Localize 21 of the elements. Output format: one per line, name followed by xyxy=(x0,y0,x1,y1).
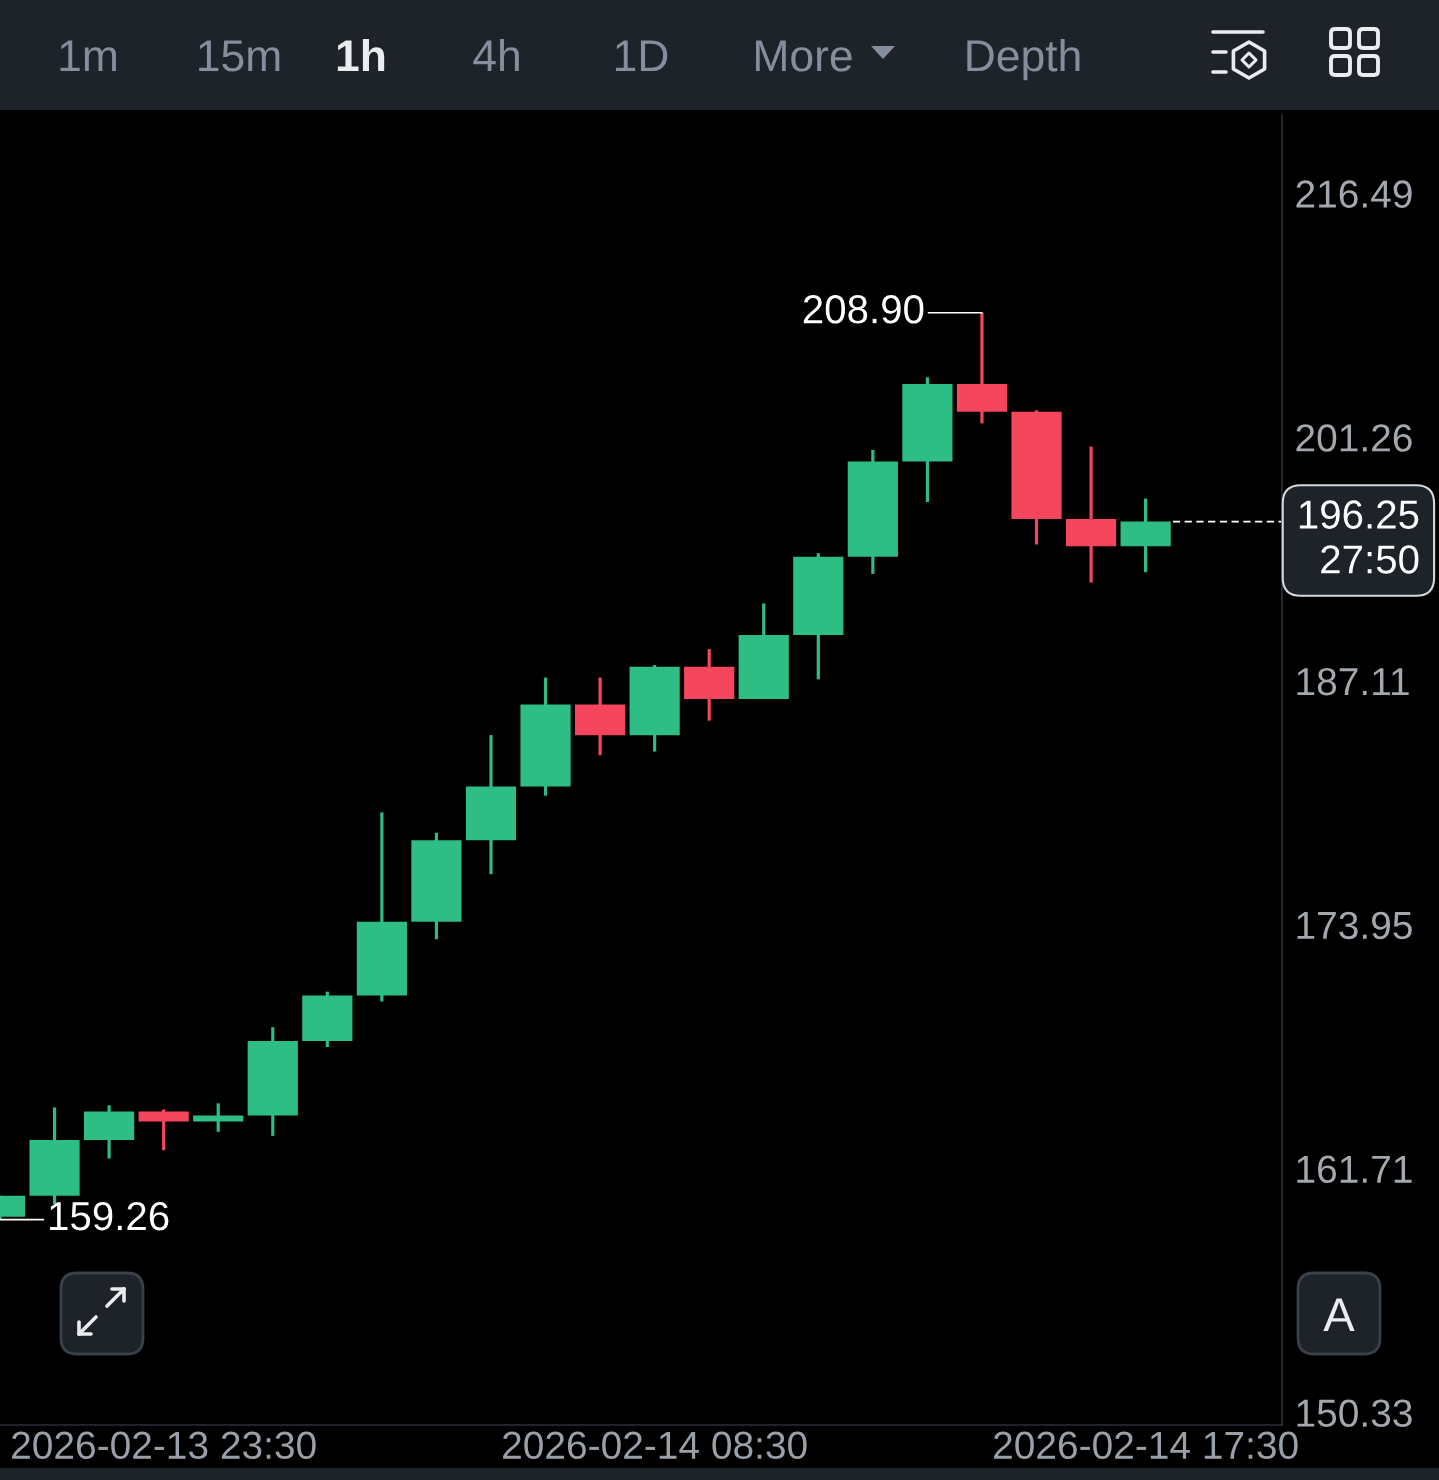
x-tick-label: 2026-02-14 17:30 xyxy=(994,1431,1298,1460)
text: Depth xyxy=(967,38,1080,81)
y-tick-label: 201.26 xyxy=(1296,424,1412,452)
text: 4h xyxy=(473,38,519,72)
text: 15m xyxy=(199,40,280,72)
text: 1m xyxy=(60,40,116,72)
candlestick xyxy=(193,1103,244,1132)
text: A xyxy=(1323,1298,1355,1332)
y-tick-label: 150.33 xyxy=(1297,1399,1412,1427)
text: 1D xyxy=(615,40,668,72)
y-tick-label: 187.11 xyxy=(1297,667,1409,696)
annotation: 208.90 xyxy=(803,295,924,324)
text: More xyxy=(756,40,852,72)
y-tick-label: 173.95 xyxy=(1297,911,1412,940)
ref-line-label: 196.25 27:50 xyxy=(1299,500,1419,574)
y-tick-label: 216.49 xyxy=(1296,180,1412,208)
x-tick-label: 2026-02-14 08:30 xyxy=(503,1431,807,1460)
annotation: 159.26 xyxy=(50,1201,169,1231)
y-tick-label: 161.71 xyxy=(1297,1155,1412,1184)
text: 1h xyxy=(337,38,385,72)
x-tick-label: 2026-02-13 23:30 xyxy=(12,1431,316,1460)
